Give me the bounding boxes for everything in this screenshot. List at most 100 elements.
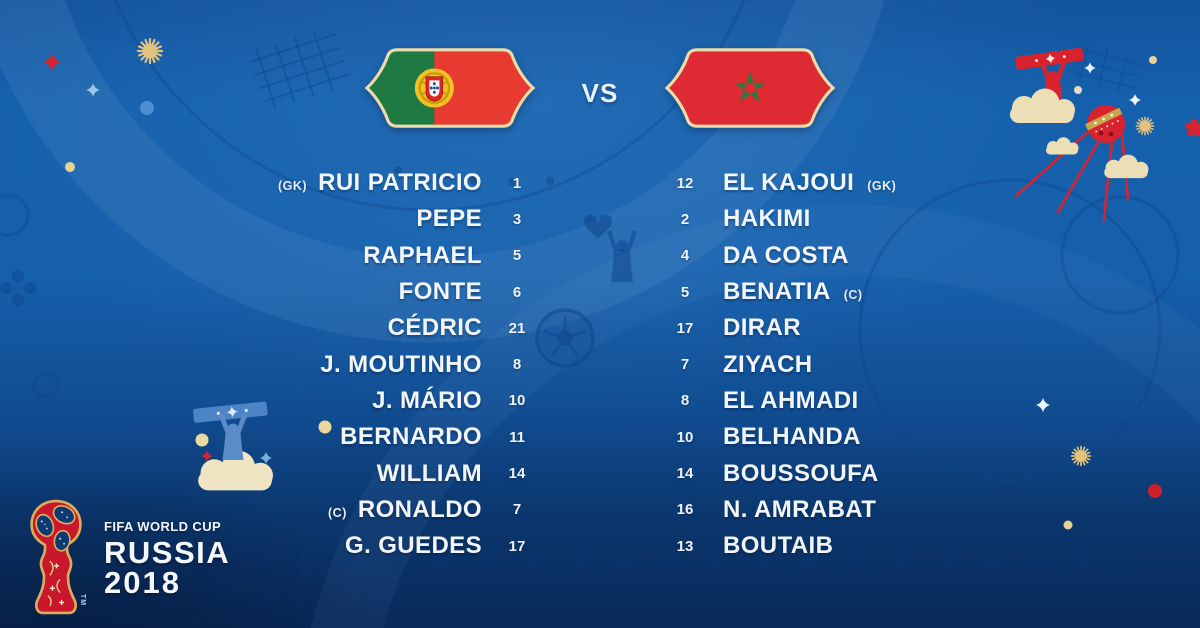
home-lineup: (GK) RUI PATRICIO 1 PEPE 3 RAPHAEL 5 FONTE 6 … [150, 165, 552, 564]
player-number: 12 [676, 174, 694, 192]
gold-dot-icon [65, 162, 75, 172]
player-number: 16 [676, 501, 694, 519]
world-cup-trophy-icon [24, 498, 88, 616]
player-name: EL KAJOUI [723, 169, 855, 197]
gold-sunburst-icon [1135, 116, 1155, 136]
lineup-row: RAPHAEL 5 [150, 238, 552, 274]
portugal-crest-icon [414, 68, 454, 108]
lineup-row: PEPE 3 [150, 201, 552, 237]
cloud-icon [1010, 88, 1075, 123]
red-ball-icon [1148, 484, 1162, 498]
player-name: BENATIA [723, 278, 831, 306]
year-label: 2018 [104, 565, 181, 600]
player-name: DA COSTA [723, 241, 849, 269]
player-name: BOUTAIB [723, 532, 834, 560]
heart-shape [584, 214, 612, 239]
player-number: 7 [680, 356, 690, 374]
lineup-row: 17 DIRAR [653, 310, 1073, 346]
lineup-row: 5 BENATIA (C) [653, 274, 1073, 310]
player-name: PEPE [416, 205, 482, 233]
player-name: J. MÁRIO [372, 386, 482, 414]
player-name: HAKIMI [723, 205, 811, 233]
gold-sunburst-icon [1070, 445, 1092, 467]
lineup-row: WILLIAM 14 [150, 455, 552, 491]
white-sparkle-icon [1084, 62, 1096, 74]
red-flower-icon [1185, 118, 1200, 137]
player-role-tag: (C) [328, 505, 347, 520]
lineup-row: 7 ZIYACH [653, 346, 1073, 382]
lineup-row: CÉDRIC 21 [150, 310, 552, 346]
player-role-tag: (C) [843, 288, 863, 303]
player-name: EL AHMADI [723, 386, 859, 414]
player-number: 11 [509, 428, 525, 446]
player-number: 17 [508, 537, 526, 555]
player-name: RAPHAEL [363, 241, 482, 269]
morocco-star-icon [734, 71, 766, 102]
player-number: 14 [508, 465, 526, 483]
player-name: WILLIAM [376, 459, 482, 487]
lineup-row: 16 N. AMRABAT [653, 492, 1073, 528]
lineup-row: 2 HAKIMI [653, 201, 1073, 237]
lineup-row: 13 BOUTAIB [653, 528, 1073, 564]
player-number: 10 [508, 392, 526, 410]
portugal-flag-icon [364, 48, 536, 128]
blue-ball-icon [140, 101, 154, 115]
blue-sparkle-icon [86, 83, 100, 97]
player-number: 3 [512, 210, 522, 228]
trademark-label: TM [79, 594, 86, 607]
player-number: 8 [512, 356, 522, 374]
player-number: 4 [680, 247, 690, 265]
morocco-flag-badge [660, 44, 840, 132]
player-number: 14 [676, 465, 694, 483]
host-label: RUSSIA [104, 535, 231, 570]
morocco-flag-icon [664, 48, 836, 128]
player-number: 21 [508, 319, 526, 337]
lineup-row: 14 BOUSSOUFA [653, 455, 1073, 491]
player-role-tag: (GK) [278, 179, 308, 194]
lineup-row: 4 DA COSTA [653, 238, 1073, 274]
player-name: ZIYACH [723, 350, 813, 378]
player-number: 17 [676, 319, 694, 337]
player-name: RONALDO [357, 495, 482, 523]
away-lineup: 12 EL KAJOUI (GK) 2 HAKIMI 4 DA COSTA 5 BENAT… [653, 165, 1073, 564]
lineup-row: J. MOUTINHO 8 [150, 346, 552, 382]
player-name: N. AMRABAT [723, 495, 877, 523]
player-name: FONTE [398, 278, 482, 306]
red-sparkle-icon [43, 53, 61, 71]
player-name: RUI PATRICIO [318, 169, 482, 197]
player-name: BERNARDO [340, 423, 482, 451]
lineup-row: J. MÁRIO 10 [150, 383, 552, 419]
player-name: J. MOUTINHO [320, 350, 482, 378]
gold-sunburst-icon [136, 37, 164, 65]
lineup-row: 8 EL AHMADI [653, 383, 1073, 419]
player-number: 13 [676, 537, 694, 555]
player-name: G. GUEDES [345, 532, 482, 560]
lineup-row: 12 EL KAJOUI (GK) [653, 165, 1073, 201]
lineup-row: G. GUEDES 17 [150, 528, 552, 564]
lineup-row: (GK) RUI PATRICIO 1 [150, 165, 552, 201]
player-name: CÉDRIC [387, 314, 482, 342]
tournament-branding: FIFA WORLD CUP RUSSIA 2018 [104, 519, 230, 598]
player-number: 2 [680, 210, 690, 228]
player-number: 8 [680, 392, 690, 410]
competition-label: FIFA WORLD CUP [104, 519, 222, 534]
player-name: BOUSSOUFA [723, 459, 879, 487]
lineup-row: (C) RONALDO 7 [150, 492, 552, 528]
portugal-flag-badge [360, 44, 540, 132]
gold-dot-icon [1149, 56, 1157, 64]
player-number: 1 [512, 174, 522, 192]
cloud-icon [1104, 154, 1149, 179]
player-name: BELHANDA [723, 423, 861, 451]
player-number: 7 [512, 501, 522, 519]
white-sparkle-icon [1129, 94, 1141, 106]
lineup-row: 10 BELHANDA [653, 419, 1073, 455]
player-number: 6 [512, 283, 522, 301]
player-number: 10 [676, 428, 694, 446]
fan-with-banner-red [1015, 47, 1084, 102]
player-role-tag: (GK) [867, 179, 897, 194]
lineup-row: FONTE 6 [150, 274, 552, 310]
vs-label: VS [581, 78, 619, 108]
cream-dot-icon [1074, 86, 1082, 94]
player-number: 5 [680, 283, 690, 301]
